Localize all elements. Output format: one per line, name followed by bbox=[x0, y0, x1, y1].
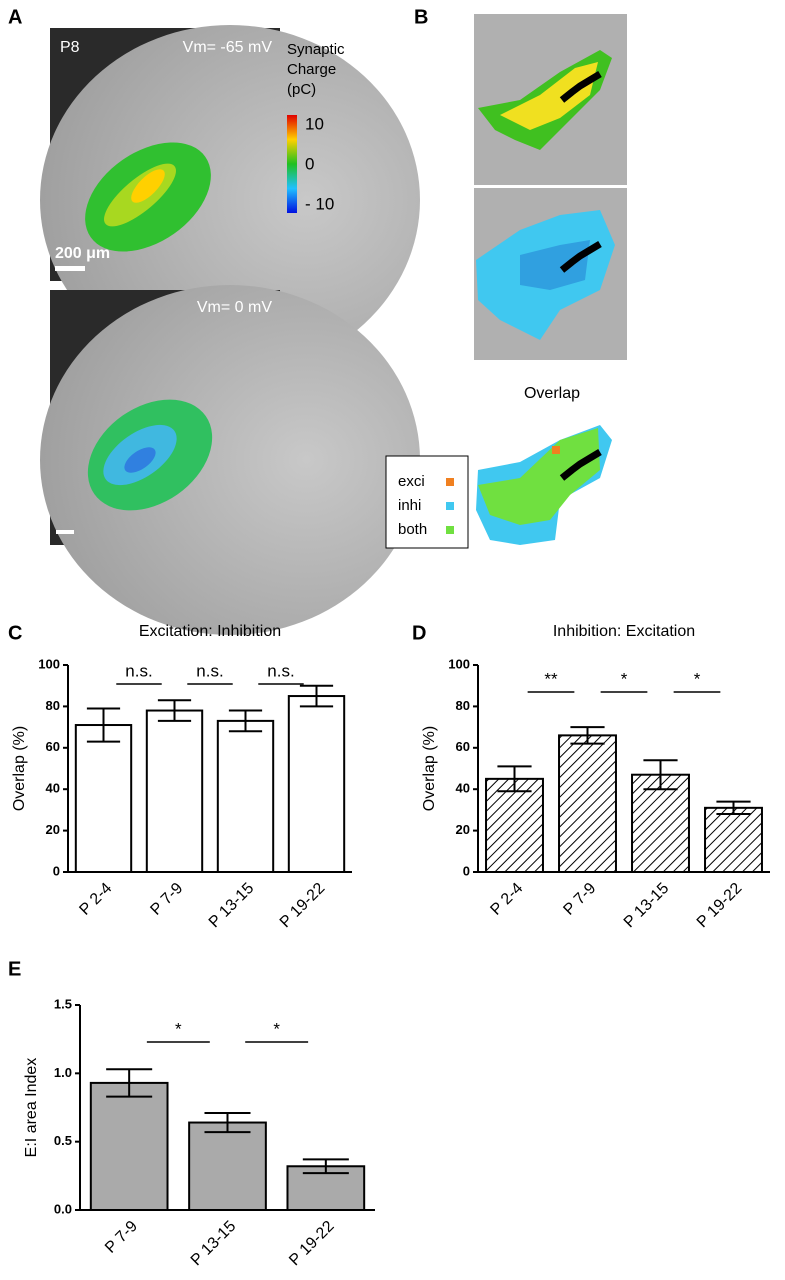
image-top bbox=[40, 25, 420, 375]
significance-label: ** bbox=[544, 669, 558, 688]
vm-label: Vm= -65 mV bbox=[183, 39, 273, 56]
y-tick-label: 0.0 bbox=[54, 1201, 72, 1216]
bar bbox=[485, 777, 544, 873]
significance-label: * bbox=[621, 669, 628, 688]
bar bbox=[704, 806, 763, 874]
x-tick-label: P 7-9 bbox=[560, 880, 599, 919]
y-tick-label: 100 bbox=[38, 656, 60, 671]
significance-label: n.s. bbox=[196, 661, 223, 680]
y-tick-label: 40 bbox=[456, 781, 470, 796]
x-tick-label: P 19-22 bbox=[694, 880, 746, 932]
y-tick-label: 20 bbox=[46, 822, 60, 837]
x-tick-label: P 13-15 bbox=[621, 880, 673, 932]
error-bar bbox=[643, 759, 678, 791]
x-tick-label: P 13-15 bbox=[188, 1218, 240, 1270]
significance-label: * bbox=[273, 1019, 280, 1038]
y-tick-label: 80 bbox=[456, 698, 470, 713]
error-bar bbox=[228, 709, 263, 733]
panel-letter: D bbox=[412, 622, 426, 644]
colorbar-tick-label: 0 bbox=[305, 154, 314, 173]
error-bar bbox=[716, 800, 751, 816]
bar bbox=[145, 709, 204, 873]
bar bbox=[188, 1121, 267, 1211]
x-tick-label: P 19-22 bbox=[277, 880, 329, 932]
bar bbox=[74, 724, 133, 874]
bar bbox=[287, 695, 346, 873]
significance-label: n.s. bbox=[125, 661, 152, 680]
y-tick-label: 100 bbox=[448, 656, 470, 671]
image-bottom bbox=[40, 285, 420, 635]
error-bar bbox=[497, 765, 532, 793]
y-axis-label: Overlap (%) bbox=[421, 726, 438, 811]
colorbar-ticks: 10 0 - 10 bbox=[305, 114, 334, 213]
image-inh bbox=[474, 188, 627, 360]
colorbar-title: Synaptic Charge (pC) bbox=[287, 41, 345, 98]
error-bar bbox=[86, 707, 121, 743]
x-tick-label: P 2-4 bbox=[487, 880, 526, 919]
y-tick-label: 20 bbox=[456, 822, 470, 837]
colorbar-title-line: (pC) bbox=[287, 81, 316, 98]
bar bbox=[558, 734, 617, 873]
y-tick-label: 0 bbox=[53, 863, 60, 878]
error-bar bbox=[204, 1111, 251, 1134]
age-label: P8 bbox=[60, 39, 80, 56]
x-tick-label: P 13-15 bbox=[206, 880, 258, 932]
colorbar bbox=[287, 115, 297, 213]
overlap-title: Overlap bbox=[524, 385, 580, 402]
legend-label: inhi bbox=[398, 497, 421, 514]
legend: exci inhi both bbox=[398, 473, 454, 538]
error-bar bbox=[570, 726, 605, 745]
y-tick-label: 0.5 bbox=[54, 1133, 72, 1148]
bar bbox=[89, 1081, 169, 1212]
legend-label: exci bbox=[398, 473, 425, 490]
y-tick-label: 80 bbox=[46, 698, 60, 713]
panel-letter: A bbox=[8, 6, 22, 28]
y-tick-label: 60 bbox=[46, 739, 60, 754]
x-tick-label: P 2-4 bbox=[76, 880, 115, 919]
legend-box bbox=[385, 455, 469, 549]
scale-label: 200 μm bbox=[55, 245, 110, 262]
panel-letter: E bbox=[8, 958, 21, 980]
y-tick-label: 40 bbox=[46, 781, 60, 796]
x-tick-label: P 19-22 bbox=[286, 1218, 338, 1270]
legend-swatch bbox=[446, 502, 454, 510]
overlap-map bbox=[476, 425, 612, 545]
chart-title: Excitation: Inhibition bbox=[139, 623, 281, 640]
panel-letter: C bbox=[8, 622, 22, 644]
bar bbox=[216, 719, 275, 874]
colorbar-title-line: Charge bbox=[287, 61, 336, 78]
y-axis-label: Overlap (%) bbox=[11, 726, 28, 811]
error-bar bbox=[302, 1158, 349, 1175]
y-tick-label: 60 bbox=[456, 739, 470, 754]
y-tick-label: 1.0 bbox=[54, 1065, 72, 1080]
colorbar-tick-label: - 10 bbox=[305, 194, 334, 213]
y-axis-label: E:I area Index bbox=[23, 1058, 40, 1158]
x-tick-label: P 7-9 bbox=[147, 880, 186, 919]
charts: C Excitation: Inhibition Overlap (%) 0 20 40 6… bbox=[8, 622, 770, 1269]
colorbar-title-line: Synaptic bbox=[287, 41, 345, 58]
significance-label: * bbox=[175, 1019, 182, 1038]
legend-label: both bbox=[398, 521, 427, 538]
error-bar bbox=[299, 684, 334, 708]
legend-swatch bbox=[446, 478, 454, 486]
error-bar bbox=[157, 699, 192, 722]
legend-swatch bbox=[446, 526, 454, 534]
image-exc bbox=[474, 14, 627, 185]
x-tick-label: P 7-9 bbox=[102, 1218, 141, 1257]
vm-label: Vm= 0 mV bbox=[197, 299, 272, 316]
chart-title: Inhibition: Excitation bbox=[553, 623, 695, 640]
y-tick-label: 1.5 bbox=[54, 996, 72, 1011]
significance-label: * bbox=[694, 669, 701, 688]
error-bar bbox=[106, 1068, 153, 1098]
significance-label: n.s. bbox=[267, 661, 294, 680]
panel-letter: B bbox=[414, 6, 428, 28]
colorbar-tick-label: 10 bbox=[305, 114, 324, 133]
y-tick-label: 0 bbox=[463, 863, 470, 878]
